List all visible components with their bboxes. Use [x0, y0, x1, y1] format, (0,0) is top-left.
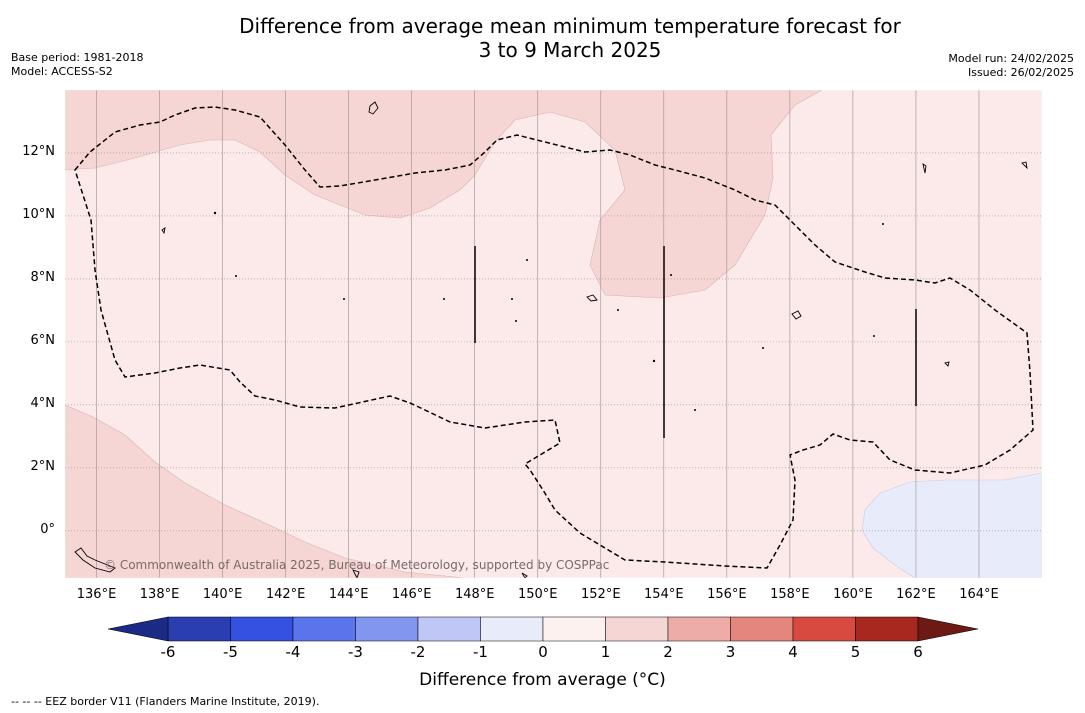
- atoll: [511, 298, 513, 300]
- longitude-label: 144°E: [328, 587, 369, 602]
- atoll: [526, 259, 528, 261]
- latitude-label: 0°: [40, 521, 55, 537]
- latitude-label: 2°N: [30, 458, 56, 474]
- meta-right: Model run: 24/02/2025 Issued: 26/02/2025: [948, 52, 1074, 80]
- island-png-coast: [74, 547, 116, 573]
- island-kosrae: [944, 361, 950, 367]
- atoll: [235, 275, 237, 277]
- longitude-label: 138°E: [139, 587, 180, 602]
- anomaly-region-southwest: [65, 404, 466, 578]
- island-south: [521, 572, 528, 578]
- longitude-label: 136°E: [76, 587, 117, 602]
- colorbar-cell: [230, 616, 294, 642]
- island-northeast: [922, 163, 927, 174]
- latitude-label: 12°N: [22, 143, 55, 159]
- colorbar-cells: [167, 616, 919, 642]
- anomaly-map: [65, 90, 1042, 578]
- anomaly-region-southeast: [861, 472, 1042, 578]
- atoll: [443, 298, 445, 300]
- boundary-lines: [474, 246, 917, 438]
- anomaly-region-north: [65, 90, 823, 299]
- colorbar-cell: [292, 616, 356, 642]
- colorbar-cell: [355, 616, 419, 642]
- colorbar-tick-label: 3: [725, 643, 736, 661]
- colorbar-tick-label: 5: [850, 643, 861, 661]
- colorbar-tick-label: 4: [788, 643, 798, 661]
- longitude-label: 140°E: [202, 587, 243, 602]
- atoll: [652, 359, 656, 363]
- colorbar-tick-label: -3: [348, 643, 363, 661]
- colorbar-cell: [480, 616, 544, 642]
- map-title: Difference from average mean minimum tem…: [0, 14, 1085, 62]
- island-chuuk: [586, 294, 598, 302]
- colorbar-cell: [542, 616, 606, 642]
- colorbar-cell: [417, 616, 481, 642]
- island-pohnpei: [791, 310, 802, 320]
- colorbar-tick-label: -5: [223, 643, 238, 661]
- colorbar-cell: [667, 616, 731, 642]
- colorbar-tick-label: 2: [663, 643, 673, 661]
- latitude-label: 10°N: [22, 206, 55, 222]
- model-name: Model: ACCESS-S2: [11, 65, 113, 78]
- longitude-label: 154°E: [644, 587, 684, 602]
- island-east: [1021, 161, 1028, 170]
- longitude-label: 156°E: [707, 587, 747, 602]
- island-yap: [161, 227, 166, 235]
- atoll: [873, 335, 875, 337]
- colorbar-low-extension: [108, 616, 169, 642]
- atoll: [882, 223, 884, 225]
- longitude-label: 160°E: [833, 587, 873, 602]
- graticule: [65, 90, 1042, 578]
- colorbar-tick-label: -6: [160, 643, 176, 661]
- colorbar-tick-label: -2: [410, 643, 426, 661]
- colorbar-cell: [605, 616, 669, 642]
- meta-left: Base period: 1981-2018 Model: ACCESS-S2: [11, 51, 143, 79]
- colorbar-tick-label: 0: [538, 643, 548, 661]
- atoll: [213, 211, 217, 215]
- title-line-2: 3 to 9 March 2025: [478, 38, 662, 62]
- longitude-label: 164°E: [959, 587, 999, 602]
- longitude-label: 148°E: [454, 587, 495, 602]
- latitude-label: 8°N: [30, 269, 56, 285]
- island-south-2: [352, 569, 360, 578]
- atoll: [515, 320, 517, 322]
- longitude-label: 152°E: [581, 587, 621, 602]
- islands: [74, 101, 1028, 578]
- colorbar-tick-label: 1: [600, 643, 611, 661]
- colorbar-tick-label: -1: [473, 643, 488, 661]
- colorbar-tick-label: -4: [285, 643, 301, 661]
- eez-footnote: -- -- -- EEZ border V11 (Flanders Marine…: [11, 695, 320, 708]
- longitude-label: 162°E: [896, 587, 936, 602]
- colorbar-cell: [730, 616, 794, 642]
- atoll: [694, 409, 696, 411]
- longitude-label: 146°E: [391, 587, 432, 602]
- copyright-credit: © Commonwealth of Australia 2025, Bureau…: [104, 558, 610, 572]
- colorbar: [108, 616, 978, 642]
- model-run: Model run: 24/02/2025: [948, 52, 1074, 65]
- colorbar-title: Difference from average (°C): [419, 670, 666, 690]
- latitude-label: 4°N: [30, 395, 56, 411]
- atoll: [670, 274, 672, 276]
- latitude-label: 6°N: [30, 332, 56, 348]
- colorbar-tick-label: 6: [913, 643, 923, 661]
- colorbar-cell: [167, 616, 231, 642]
- colorbar-high-extension: [917, 616, 978, 642]
- colorbar-cell: [855, 616, 919, 642]
- atolls: [213, 211, 884, 411]
- title-line-1: Difference from average mean minimum tem…: [239, 14, 901, 38]
- atoll: [617, 309, 619, 311]
- base-period: Base period: 1981-2018: [11, 51, 144, 64]
- longitude-label: 142°E: [265, 587, 306, 602]
- longitude-label: 150°E: [517, 587, 558, 602]
- longitude-label: 158°E: [770, 587, 810, 602]
- atoll: [762, 347, 764, 349]
- atoll: [343, 298, 345, 300]
- colorbar-cell: [792, 616, 856, 642]
- island-guam: [368, 101, 379, 115]
- issued-date: Issued: 26/02/2025: [967, 66, 1074, 79]
